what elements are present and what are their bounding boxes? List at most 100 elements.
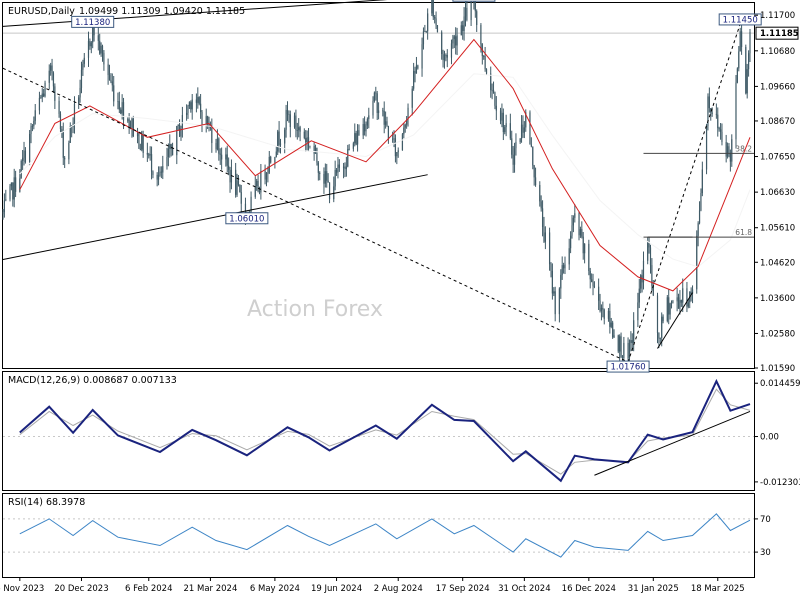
candle-body bbox=[544, 232, 546, 242]
candle-body bbox=[375, 92, 377, 94]
candle-body bbox=[293, 115, 296, 128]
candle-body bbox=[738, 51, 740, 69]
candle-body bbox=[216, 138, 219, 150]
candle-body bbox=[324, 171, 326, 184]
candle-body bbox=[705, 125, 708, 170]
candle-body bbox=[554, 291, 556, 315]
candle-body bbox=[543, 227, 545, 242]
candle-body bbox=[711, 112, 713, 114]
candle-body bbox=[347, 149, 349, 167]
candle-body bbox=[99, 40, 101, 54]
candle-body bbox=[355, 133, 357, 145]
candle-body bbox=[415, 65, 418, 74]
candle-body bbox=[218, 138, 220, 154]
candle-body bbox=[289, 114, 291, 128]
candle-body bbox=[462, 25, 464, 31]
candle-body bbox=[548, 232, 551, 265]
candle-body bbox=[48, 70, 50, 83]
candle-body bbox=[101, 45, 104, 53]
candle-body bbox=[613, 335, 615, 338]
candle-body bbox=[334, 169, 336, 187]
candle-body bbox=[690, 291, 692, 294]
x-tick-label: 31 Jan 2025 bbox=[628, 584, 679, 594]
candle-body bbox=[44, 82, 46, 97]
current-price-label: 1.11185 bbox=[760, 29, 799, 39]
candle-body bbox=[515, 142, 517, 149]
candle-body bbox=[621, 357, 624, 359]
candle-body bbox=[180, 127, 182, 137]
candle-body bbox=[185, 112, 188, 116]
candle-body bbox=[396, 152, 398, 157]
price-tick-label: 1.06630 bbox=[760, 188, 795, 198]
candle-body bbox=[316, 147, 318, 163]
price-tick-label: 1.04620 bbox=[760, 258, 795, 268]
candle-body bbox=[414, 70, 416, 74]
price-tick-label: 1.08670 bbox=[760, 117, 795, 127]
candle-body bbox=[110, 79, 112, 82]
candle-body bbox=[13, 177, 15, 200]
candle-body bbox=[561, 265, 563, 275]
dashed-downtrend-line bbox=[2, 67, 629, 363]
candle-body bbox=[413, 70, 415, 89]
price-annotation-label: 1.11450 bbox=[723, 15, 758, 25]
candle-body bbox=[356, 130, 359, 145]
candle-body bbox=[169, 144, 171, 149]
candle-body bbox=[235, 169, 237, 195]
candle-body bbox=[640, 275, 642, 289]
candle-body bbox=[376, 93, 378, 113]
candle-body bbox=[661, 316, 663, 338]
price-annotation-box bbox=[71, 15, 115, 28]
candle-body bbox=[700, 193, 702, 211]
current-price-box bbox=[755, 26, 799, 40]
price-annotation-box bbox=[452, 0, 496, 2]
candle-body bbox=[627, 342, 629, 359]
candle-body bbox=[10, 182, 13, 187]
candle-body bbox=[495, 105, 497, 111]
candle-body bbox=[560, 274, 562, 289]
candle-body bbox=[403, 127, 405, 135]
candle-body bbox=[314, 147, 317, 154]
candle-body bbox=[228, 165, 230, 170]
candle-body bbox=[83, 57, 85, 64]
candle-body bbox=[264, 170, 266, 180]
candle-body bbox=[607, 310, 610, 319]
candle-body bbox=[386, 121, 388, 127]
x-tick-label: 19 Jun 2024 bbox=[311, 584, 362, 594]
candle-body bbox=[209, 123, 212, 128]
candle-body bbox=[620, 336, 622, 358]
candle-body bbox=[207, 116, 209, 127]
candle-body bbox=[342, 166, 345, 168]
candle-body bbox=[275, 151, 277, 158]
candle-body bbox=[139, 148, 141, 150]
macd-header: MACD(12,26,9) 0.008687 0.007133 bbox=[8, 375, 177, 386]
candle-body bbox=[59, 113, 62, 130]
price-tick-label: 1.11700 bbox=[760, 11, 795, 21]
candle-body bbox=[50, 65, 52, 71]
candle-body bbox=[494, 92, 496, 106]
candle-body bbox=[445, 54, 447, 56]
candle-body bbox=[422, 31, 425, 45]
candle-body bbox=[483, 56, 485, 57]
candle-body bbox=[441, 32, 443, 54]
candle-body bbox=[417, 65, 419, 69]
candle-body bbox=[260, 170, 262, 193]
candle-body bbox=[421, 44, 423, 69]
rsi-line bbox=[19, 513, 751, 558]
candle-body bbox=[38, 97, 41, 111]
candle-body bbox=[24, 150, 27, 163]
candle-body bbox=[103, 52, 105, 65]
candle-body bbox=[258, 191, 261, 193]
price-annotation-box bbox=[606, 360, 650, 373]
lower-channel-line bbox=[2, 174, 428, 260]
candle-body bbox=[670, 302, 673, 304]
candle-body bbox=[92, 19, 94, 43]
candle-body bbox=[303, 131, 305, 138]
candle-body bbox=[200, 103, 202, 113]
candle-body bbox=[540, 201, 542, 209]
candle-body bbox=[345, 166, 347, 170]
price-tick-label: 1.01590 bbox=[760, 364, 795, 374]
candle-body bbox=[397, 150, 399, 153]
candle-body bbox=[354, 133, 356, 144]
candle-body bbox=[113, 85, 115, 102]
candle-body bbox=[491, 89, 493, 91]
